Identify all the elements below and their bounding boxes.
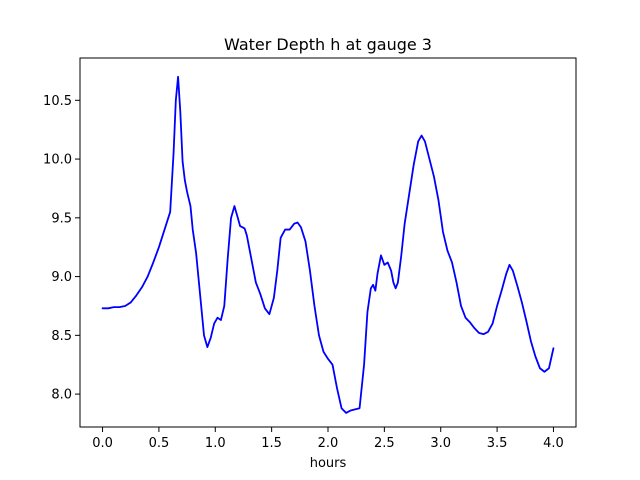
y-tick-label: 8.5: [51, 329, 72, 344]
x-axis: 0.0 0.5 1.0 1.5 2.0 2.5 3.0 3.5 4.0: [92, 427, 564, 451]
x-tick-label: 2.5: [374, 436, 395, 451]
x-tick-label: 1.5: [261, 436, 282, 451]
y-axis: 8.0 8.5 9.0 9.5 10.0 10.5: [43, 94, 80, 403]
x-tick-label: 0.5: [149, 436, 170, 451]
chart-title: Water Depth h at gauge 3: [224, 35, 432, 54]
x-tick-label: 3.0: [430, 436, 451, 451]
plot-area: [101, 75, 555, 414]
y-tick-label: 9.5: [51, 211, 72, 226]
x-tick-label: 0.0: [92, 436, 113, 451]
y-tick-label: 8.0: [51, 388, 72, 403]
y-tick-label: 9.0: [51, 270, 72, 285]
x-tick-label: 2.0: [318, 436, 339, 451]
y-tick-label: 10.5: [43, 94, 72, 109]
x-tick-label: 3.5: [487, 436, 508, 451]
x-tick-label: 4.0: [543, 436, 564, 451]
x-axis-label: hours: [310, 456, 347, 471]
series-line: [101, 75, 555, 414]
y-tick-label: 10.0: [43, 153, 72, 168]
x-tick-label: 1.0: [205, 436, 226, 451]
